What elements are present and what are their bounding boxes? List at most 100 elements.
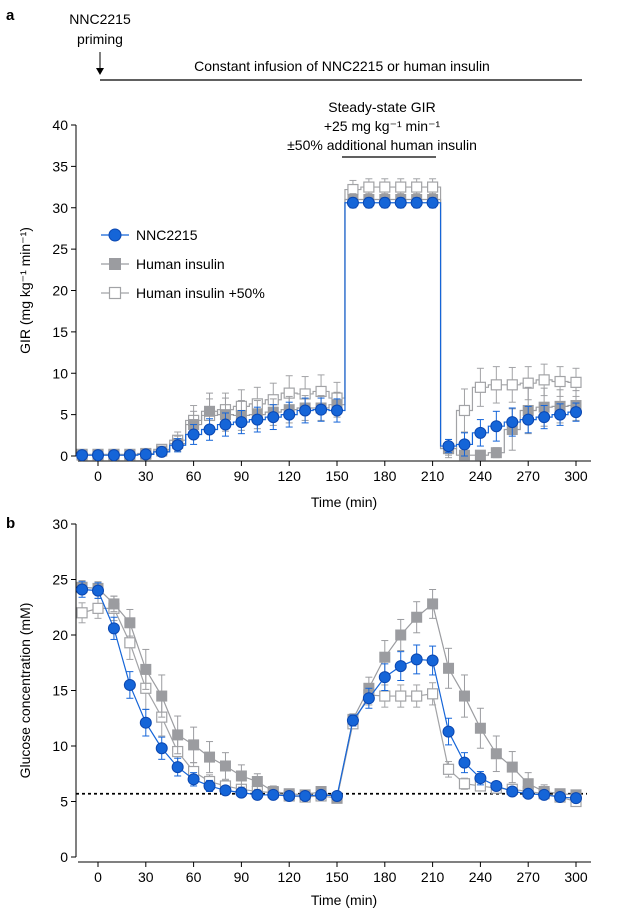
data-point <box>458 404 471 417</box>
data-point <box>331 404 343 417</box>
x-tick-label: 300 <box>564 869 588 885</box>
data-point <box>362 196 375 209</box>
data-point <box>251 788 264 801</box>
data-point <box>395 181 407 193</box>
data-point <box>379 181 391 193</box>
data-point <box>554 375 566 388</box>
x-tick-label: 210 <box>421 468 445 484</box>
data-point <box>427 181 439 193</box>
data-point <box>155 445 168 458</box>
data-point <box>522 787 535 800</box>
y-tick-label: 0 <box>60 849 68 865</box>
data-point <box>124 637 136 649</box>
series-line <box>81 607 577 803</box>
data-point <box>426 654 439 667</box>
data-point <box>124 617 136 629</box>
data-point <box>458 756 471 769</box>
data-point <box>378 671 391 684</box>
data-point <box>474 381 486 393</box>
data-point <box>283 408 296 421</box>
x-tick-label: 120 <box>278 468 302 484</box>
data-point <box>251 776 263 788</box>
data-point <box>283 789 296 802</box>
x-tick-label: 240 <box>469 468 493 484</box>
y-tick-label: 40 <box>52 117 68 133</box>
data-point <box>490 779 503 792</box>
data-point <box>458 438 471 451</box>
data-point <box>490 379 502 391</box>
data-point <box>411 690 423 702</box>
y-tick-label: 10 <box>52 365 68 381</box>
data-point <box>538 411 551 424</box>
x-tick-label: 210 <box>421 869 445 885</box>
data-point <box>235 770 247 782</box>
data-point <box>411 611 423 623</box>
data-point <box>315 403 328 416</box>
data-point <box>538 374 550 386</box>
data-point <box>362 692 375 705</box>
data-point <box>123 449 136 462</box>
y-tick-label: 30 <box>52 200 68 216</box>
y-tick-label: 10 <box>52 738 68 754</box>
data-point <box>554 791 567 804</box>
data-point <box>107 449 120 462</box>
data-point <box>219 418 232 431</box>
data-point <box>347 183 359 196</box>
data-point <box>427 598 439 610</box>
legend-item-nnc2215: NNC2215 <box>101 227 198 243</box>
y-axis-title: GIR (mg kg⁻¹ min⁻¹) <box>17 227 33 354</box>
data-point <box>346 196 359 209</box>
data-point <box>92 602 104 614</box>
panel-a-plot: 0 5 10 15 20 25 30 35 40 0 30 60 90 120 150 180 210 240 27… <box>17 117 591 510</box>
series-hi50 <box>76 595 582 808</box>
data-point <box>267 788 280 801</box>
data-point <box>490 748 502 760</box>
panel-b-letter: b <box>6 515 15 532</box>
x-tick-label: 240 <box>469 869 493 885</box>
x-axis-title: Time (min) <box>311 892 377 908</box>
data-point <box>394 196 407 209</box>
data-point <box>204 405 216 417</box>
panel-a-letter: a <box>6 7 15 24</box>
series-hi <box>76 580 582 804</box>
priming-arrow <box>96 52 104 75</box>
steady-state-line2: +25 mg kg⁻¹ min⁻¹ <box>324 118 441 134</box>
y-tick-label: 5 <box>60 407 68 423</box>
series-hi50 <box>76 178 582 460</box>
x-tick-label: 300 <box>564 468 588 484</box>
data-point <box>442 763 455 775</box>
data-point <box>123 678 136 691</box>
legend: NNC2215 Human insulin Human insulin +50% <box>101 227 265 301</box>
x-tick-label: 180 <box>373 869 397 885</box>
legend-marker-circle <box>108 228 122 242</box>
data-point <box>139 448 152 461</box>
data-point <box>427 688 439 700</box>
legend-marker-open-square <box>108 286 122 300</box>
data-point <box>506 761 518 773</box>
y-axis-title: Glucose concentration (mM) <box>17 603 33 779</box>
series-nnc <box>76 196 582 462</box>
data-point <box>315 385 327 398</box>
priming-label-line2: priming <box>77 31 123 47</box>
steady-state-line1: Steady-state GIR <box>328 99 435 115</box>
y-tick-label: 5 <box>60 794 68 810</box>
series-nnc <box>76 581 582 805</box>
data-point <box>187 773 200 786</box>
data-point <box>570 406 582 419</box>
legend-item-human-insulin-50: Human insulin +50% <box>101 285 265 301</box>
y-tick-label: 25 <box>52 572 68 588</box>
legend-label-nnc2215: NNC2215 <box>136 227 198 243</box>
data-point <box>394 660 407 673</box>
data-point <box>187 428 200 441</box>
data-point <box>410 196 423 209</box>
data-point <box>490 420 503 433</box>
data-point <box>204 751 216 763</box>
data-point <box>92 449 104 462</box>
data-point <box>140 663 152 675</box>
y-tick-label: 0 <box>60 448 68 464</box>
data-point <box>474 772 487 785</box>
data-point <box>251 413 264 426</box>
x-tick-label: 60 <box>186 869 202 885</box>
data-point <box>235 786 248 799</box>
data-point <box>474 426 487 439</box>
